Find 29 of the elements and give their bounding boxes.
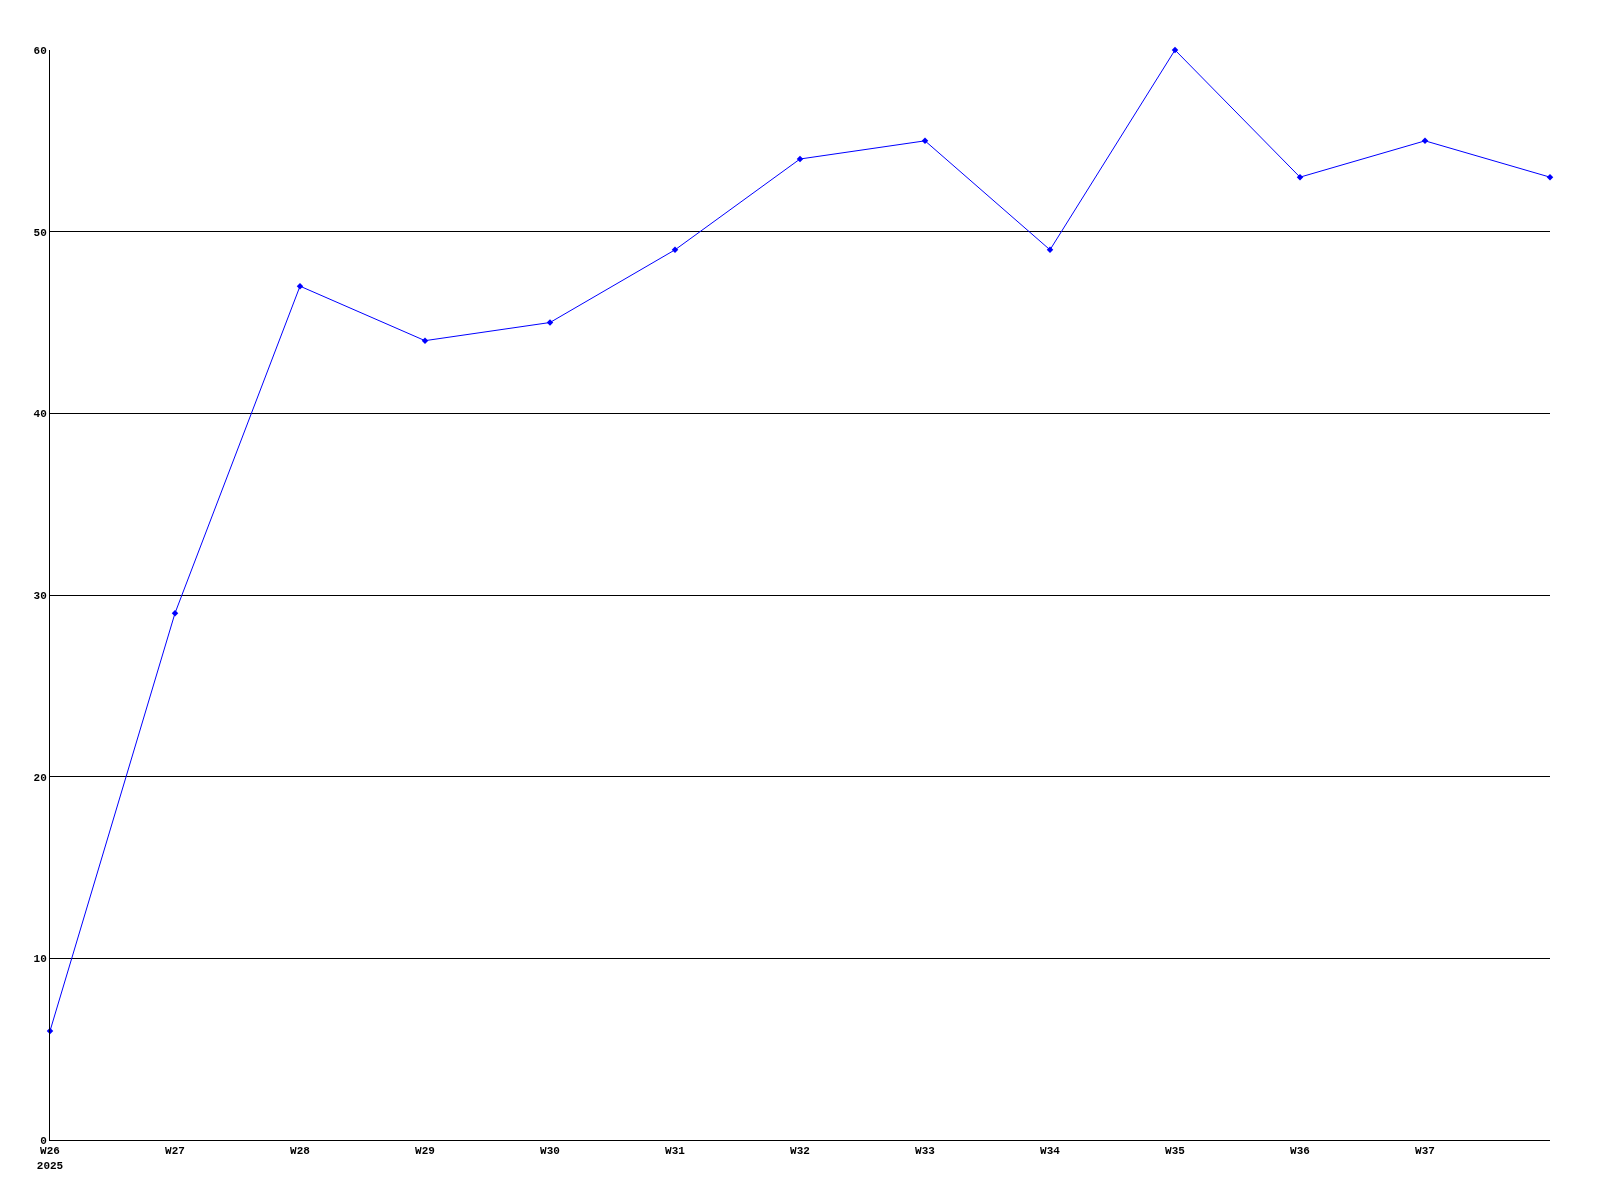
point — [1046, 246, 1054, 254]
point — [171, 609, 179, 617]
y-tick-label: 50 — [33, 226, 47, 239]
point — [296, 282, 304, 290]
x-tick-label: W32 — [790, 1145, 810, 1158]
x-tick-label: W33 — [915, 1145, 936, 1158]
point — [1546, 173, 1554, 181]
x-tick-label: W28 — [290, 1145, 311, 1158]
x-tick-label: W26 2025 — [36, 1145, 64, 1172]
point — [1171, 46, 1179, 54]
y-tick-label: 40 — [33, 408, 47, 421]
x-tick-label: W30 — [540, 1145, 560, 1158]
y-tick-label: 10 — [33, 953, 47, 966]
point — [1296, 173, 1304, 181]
x-tick-label: W37 — [1415, 1145, 1435, 1158]
x-tick-label: W35 — [1165, 1145, 1186, 1158]
x-tick-label: W34 — [1040, 1145, 1061, 1158]
point — [671, 246, 679, 254]
y-tick-label: 20 — [33, 771, 47, 784]
y-tick-label: 0 — [40, 1134, 47, 1147]
point — [921, 137, 929, 145]
x-tick-label: W27 — [165, 1145, 185, 1158]
point — [1421, 137, 1429, 145]
x-tick-label: W31 — [665, 1145, 686, 1158]
point — [796, 155, 804, 163]
x-tick-label: W29 — [415, 1145, 435, 1158]
y-tick-label: 60 — [33, 44, 47, 57]
y-tick-label: 30 — [33, 589, 47, 602]
x-tick-label: W36 — [1290, 1145, 1310, 1158]
